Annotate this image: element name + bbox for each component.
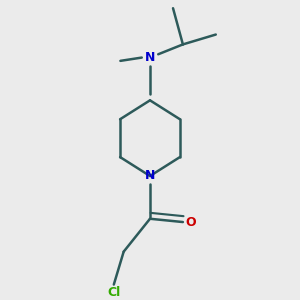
Text: N: N (145, 169, 155, 182)
Text: Cl: Cl (107, 286, 120, 299)
Text: N: N (145, 51, 155, 64)
Text: O: O (186, 215, 196, 229)
